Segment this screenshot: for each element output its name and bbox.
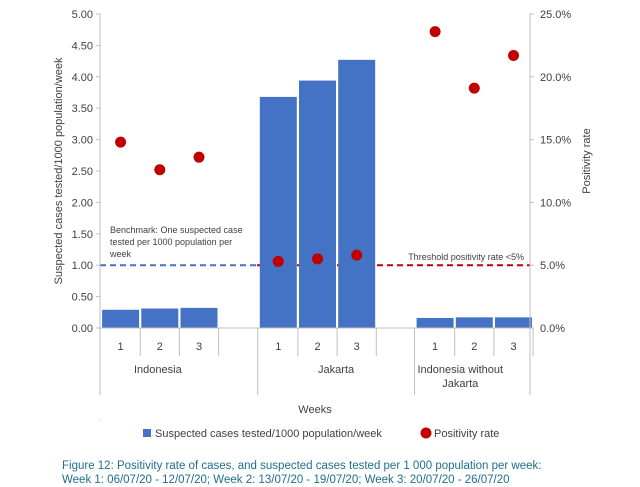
- bar: [259, 96, 297, 329]
- left-tick-label: 4.50: [72, 40, 93, 52]
- positivity-point: [272, 255, 284, 267]
- positivity-point: [115, 136, 127, 148]
- caption-line-2: Week 1: 06/07/20 - 12/07/20; Week 2: 13/…: [62, 474, 510, 486]
- legend-swatch-bars: [143, 429, 151, 437]
- bar: [180, 307, 218, 328]
- right-tick-label: 10.0%: [540, 197, 571, 209]
- group-label: Jakarta: [442, 378, 479, 390]
- bar: [102, 309, 140, 328]
- week-label: 3: [510, 341, 516, 353]
- week-label: 1: [118, 341, 124, 353]
- week-label: 2: [314, 341, 320, 353]
- bars: [102, 59, 532, 329]
- bar: [299, 80, 336, 329]
- left-tick-label: 5.00: [72, 9, 93, 21]
- week-label: 3: [354, 341, 360, 353]
- positivity-point: [468, 82, 480, 94]
- bar: [338, 59, 376, 329]
- group-label: Indonesia: [134, 364, 183, 376]
- group-label: Jakarta: [318, 364, 355, 376]
- bar: [416, 317, 454, 328]
- left-tick-label: 3.50: [72, 103, 93, 115]
- legend-swatch-points: [420, 427, 432, 439]
- legend-label-points: Positivity rate: [434, 428, 499, 440]
- left-tick-label: 1.50: [72, 229, 93, 241]
- left-tick-label: 4.00: [72, 72, 93, 84]
- legend-label-bars: Suspected cases tested/1000 population/w…: [155, 428, 382, 440]
- left-tick-label: 0.50: [72, 292, 93, 304]
- benchmark-label: Benchmark: One suspected case: [110, 225, 243, 235]
- benchmark-label: week: [109, 249, 132, 259]
- positivity-point: [429, 26, 441, 38]
- right-tick-label: 15.0%: [540, 135, 571, 147]
- positivity-point: [193, 151, 205, 163]
- right-tick-label: 5.0%: [540, 260, 565, 272]
- positivity-point: [154, 164, 166, 176]
- left-tick-label: 0.00: [72, 323, 93, 335]
- figure-caption: Figure 12: Positivity rate of cases, and…: [62, 459, 632, 487]
- positivity-point: [312, 253, 323, 265]
- y2-axis-title: Positivity rate: [581, 128, 593, 193]
- left-tick-label: 3.00: [72, 135, 93, 147]
- legend: Suspected cases tested/1000 population/w…: [143, 427, 499, 440]
- labels: Benchmark: One suspected case tested per …: [109, 225, 524, 416]
- bar: [495, 317, 532, 328]
- benchmark-label: tested per 1000 population per: [110, 237, 232, 247]
- y-axis-title: Suspected cases tested/1000 population/w…: [53, 57, 65, 284]
- positivity-point: [351, 249, 363, 261]
- week-label: 3: [196, 341, 202, 353]
- right-tick-label: 20.0%: [540, 72, 571, 84]
- left-tick-label: 1.00: [72, 260, 93, 272]
- right-tick-label: 0.0%: [540, 323, 565, 335]
- bar: [455, 317, 493, 328]
- week-label: 1: [275, 341, 281, 353]
- week-label: 2: [157, 341, 163, 353]
- left-tick-label: 2.00: [72, 197, 93, 209]
- threshold-label: Threshold positivity rate <5%: [408, 252, 524, 262]
- right-tick-label: 25.0%: [540, 9, 571, 21]
- positivity-points: [115, 26, 519, 267]
- bar: [141, 308, 179, 328]
- left-tick-label: 2.50: [72, 166, 93, 178]
- positivity-point: [508, 49, 519, 61]
- caption-line-1: Figure 12: Positivity rate of cases, and…: [62, 460, 542, 472]
- week-label: 1: [432, 341, 438, 353]
- x-axis-title: Weeks: [298, 404, 332, 416]
- axes: 0.00 0.50 1.00 1.50 2.00 2.50 3.00 3.50 4.00 4.50…: [53, 9, 593, 420]
- chart: 0.00 0.50 1.00 1.50 2.00 2.50 3.00 3.50 4.00 4.50…: [53, 9, 593, 440]
- group-label: Indonesia without: [417, 364, 503, 376]
- week-label: 2: [471, 341, 477, 353]
